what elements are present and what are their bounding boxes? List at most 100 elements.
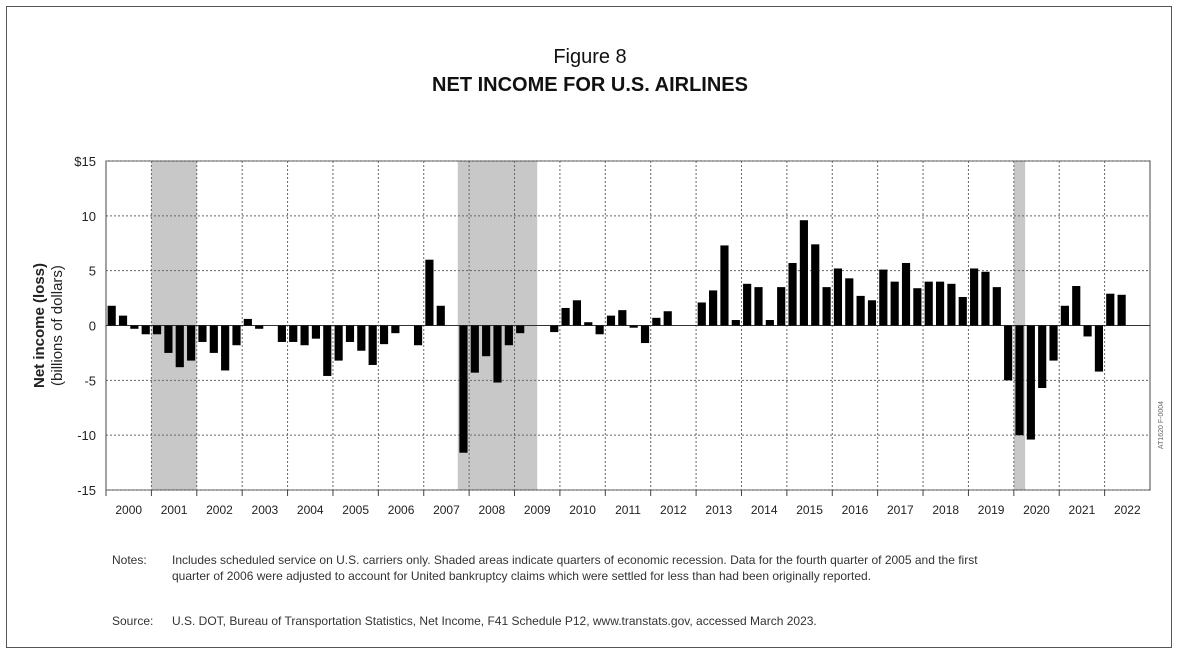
bar-2005Q1 — [334, 325, 343, 361]
notes-block: Notes: Includes scheduled service on U.S.… — [112, 552, 1012, 584]
bar-2006Q2 — [391, 325, 400, 334]
bar-2013Q4 — [731, 320, 740, 326]
x-tick-label: 2006 — [388, 503, 415, 517]
x-tick-label: 2020 — [1023, 503, 1050, 517]
bar-2008Q3 — [493, 325, 502, 383]
bar-2011Q1 — [606, 315, 616, 326]
bar-2009Q4 — [550, 325, 559, 333]
bar-2002Q1 — [198, 325, 207, 342]
figure-title: NET INCOME FOR U.S. AIRLINES — [432, 74, 748, 96]
bar-2013Q1 — [697, 302, 706, 326]
x-tick-label: 2010 — [569, 503, 596, 517]
bar-2015Q3 — [811, 244, 820, 326]
x-tick-label: 2004 — [297, 503, 324, 517]
bar-2008Q1 — [470, 325, 479, 373]
bar-2013Q3 — [720, 245, 729, 326]
bar-2007Q4 — [459, 325, 468, 453]
bar-2022Q2 — [1117, 294, 1126, 326]
bar-2017Q2 — [890, 281, 899, 326]
y-tick-label: 5 — [89, 264, 96, 279]
bar-2012Q1 — [652, 317, 661, 326]
bar-2020Q3 — [1038, 325, 1047, 389]
bar-2008Q4 — [504, 325, 513, 346]
bar-2006Q4 — [413, 325, 423, 346]
x-tick-label: 2019 — [978, 503, 1005, 517]
bar-2010Q4 — [595, 325, 604, 335]
bar-2018Q4 — [958, 296, 967, 326]
bar-2016Q2 — [845, 278, 854, 326]
bar-2011Q3 — [629, 325, 638, 328]
x-tick-label: 2016 — [842, 503, 869, 517]
bar-2021Q4 — [1094, 325, 1104, 372]
bar-2019Q4 — [1004, 325, 1013, 381]
bar-2001Q4 — [187, 325, 196, 361]
bar-2011Q2 — [618, 310, 627, 326]
bar-2018Q3 — [947, 283, 956, 326]
bar-2019Q3 — [992, 287, 1001, 326]
bar-2010Q1 — [561, 307, 570, 326]
bar-2006Q1 — [379, 325, 389, 345]
bar-2013Q2 — [709, 290, 718, 326]
x-tick-label: 2008 — [478, 503, 505, 517]
y-tick-label: 0 — [89, 319, 96, 334]
x-tick-label: 2005 — [342, 503, 369, 517]
bar-2019Q2 — [981, 271, 990, 326]
bar-2004Q1 — [289, 325, 298, 342]
net-income-chart: $15 10 5 0 -5 -10 -15 2000 2001 2002 2003 2004 2005 2… — [31, 154, 1165, 517]
bar-2001Q1 — [152, 325, 162, 335]
bar-2000Q3 — [130, 325, 139, 329]
bar-2014Q3 — [765, 320, 774, 326]
bar-2019Q1 — [970, 268, 979, 326]
bar-2014Q2 — [754, 287, 763, 326]
bar-2014Q1 — [743, 283, 752, 326]
bar-2003Q1 — [243, 318, 252, 326]
bar-2007Q2 — [436, 305, 445, 326]
bar-2001Q2 — [164, 325, 173, 353]
bar-2004Q4 — [323, 325, 332, 376]
bar-2015Q2 — [799, 220, 808, 326]
notes-text: Includes scheduled service on U.S. carri… — [172, 553, 978, 583]
bar-2003Q4 — [277, 325, 286, 342]
bar-2000Q4 — [141, 325, 150, 335]
x-tick-label: 2021 — [1069, 503, 1096, 517]
x-tick-label: 2012 — [660, 503, 687, 517]
x-tick-label: 2011 — [615, 503, 641, 517]
x-tick-label: 2017 — [887, 503, 914, 517]
bar-2022Q1 — [1106, 293, 1115, 326]
bar-2016Q1 — [833, 268, 843, 326]
bar-2005Q3 — [357, 325, 366, 351]
x-tick-label: 2014 — [751, 503, 778, 517]
bar-2002Q4 — [232, 325, 241, 346]
bar-2010Q3 — [584, 322, 593, 326]
bar-2020Q4 — [1049, 325, 1058, 361]
notes-tag: Notes: — [112, 553, 147, 567]
bar-2011Q4 — [640, 325, 650, 344]
x-tick-label: 2007 — [433, 503, 460, 517]
x-tick-label: 2022 — [1114, 503, 1141, 517]
x-tick-label: 2015 — [796, 503, 823, 517]
bar-2018Q1 — [924, 281, 933, 326]
bar-2020Q2 — [1026, 325, 1035, 440]
bar-2000Q2 — [118, 315, 128, 326]
bar-2017Q3 — [901, 262, 911, 326]
x-tick-label: 2000 — [115, 503, 142, 517]
bar-2004Q3 — [311, 325, 321, 339]
bar-2007Q1 — [425, 259, 434, 326]
y-tick-label: -15 — [77, 483, 96, 498]
bar-2000Q1 — [107, 305, 116, 326]
y-tick-label: -10 — [77, 428, 96, 443]
bar-2017Q4 — [913, 288, 922, 326]
figure-frame — [6, 6, 1172, 648]
source-text: U.S. DOT, Bureau of Transportation Stati… — [172, 614, 817, 628]
bar-2020Q1 — [1015, 325, 1024, 436]
bar-2015Q4 — [822, 287, 831, 326]
y-axis-title: Net income (loss) — [31, 263, 48, 388]
x-tick-label: 2002 — [206, 503, 233, 517]
bar-2021Q3 — [1083, 325, 1092, 337]
x-tick-label: 2003 — [252, 503, 279, 517]
bar-2015Q1 — [788, 262, 797, 326]
bar-2018Q2 — [935, 281, 945, 326]
y-tick-label: -5 — [84, 373, 96, 388]
bar-2017Q1 — [879, 269, 888, 326]
bar-2001Q3 — [175, 325, 184, 368]
